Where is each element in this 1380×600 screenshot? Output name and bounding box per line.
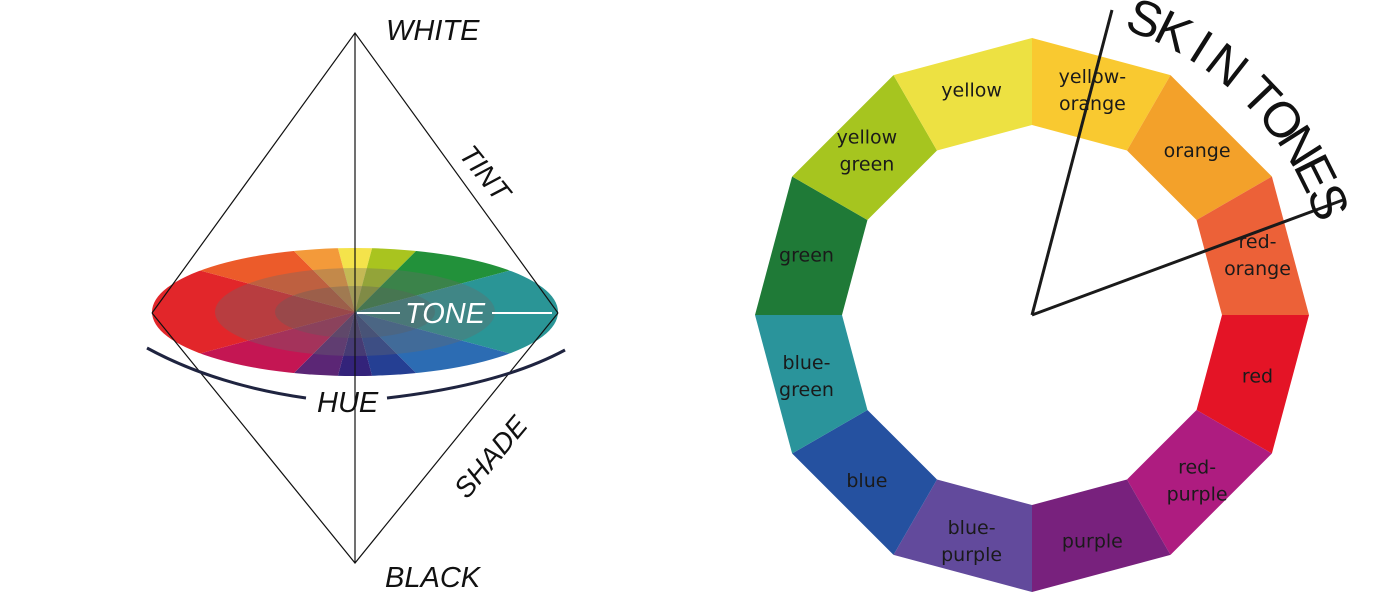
wheel-segment-label: orange [1164, 140, 1231, 162]
wheel-segment [893, 479, 1032, 592]
hue-arc-left [146, 346, 307, 400]
wheel-segment [1196, 315, 1309, 454]
skin-tones-line-1 [1030, 9, 1114, 316]
wheel-segment-label: green [779, 245, 834, 267]
hue-disk-sector [355, 312, 558, 376]
wheel-segment [792, 410, 937, 555]
wheel-labels: yellow-orangeorangered-orangeredred-purp… [779, 66, 1291, 566]
color-wheel: yellow-orangeorangered-orangeredred-purp… [755, 0, 1360, 592]
wheel-segment [1127, 410, 1272, 555]
wheel-segment-label: yellow green [837, 126, 898, 175]
wheel-segment [1127, 75, 1272, 220]
wheel-segment-label: red [1242, 365, 1273, 387]
wheel-segment-label: yellow-orange [1059, 66, 1127, 115]
wheel-segment-label: purple [1062, 531, 1123, 553]
wheel-segment [755, 176, 868, 315]
wheel-segments [755, 38, 1309, 592]
wheel-segment-label: red-purple [1167, 457, 1228, 506]
wheel-segment-label: blue-green [779, 352, 834, 401]
wheel-segment-label: blue-purple [941, 517, 1002, 566]
wheel-segment [1032, 479, 1171, 592]
wheel-segment-label: yellow [941, 80, 1002, 102]
color-solid: WHITE TINT TONE HUE SHADE BLACK [146, 15, 566, 594]
shade-label: SHADE [448, 410, 534, 504]
tint-label: TINT [453, 139, 517, 208]
tone-label: TONE [405, 298, 486, 330]
wheel-segment [792, 75, 937, 220]
hue-disk-sector [152, 248, 355, 312]
wheel-segment [1196, 176, 1309, 315]
hue-disk-sector [355, 248, 558, 312]
white-label: WHITE [386, 15, 480, 47]
wheel-segment-label: blue [846, 470, 887, 492]
wheel-segment [893, 38, 1032, 151]
wheel-segment [1032, 38, 1171, 151]
wheel-segment [755, 315, 868, 454]
hue-arc-right [386, 348, 566, 400]
black-label: BLACK [385, 562, 482, 594]
hue-label: HUE [317, 387, 379, 419]
skin-tones-line-2 [1031, 198, 1344, 317]
hue-disk-sector [152, 312, 355, 376]
